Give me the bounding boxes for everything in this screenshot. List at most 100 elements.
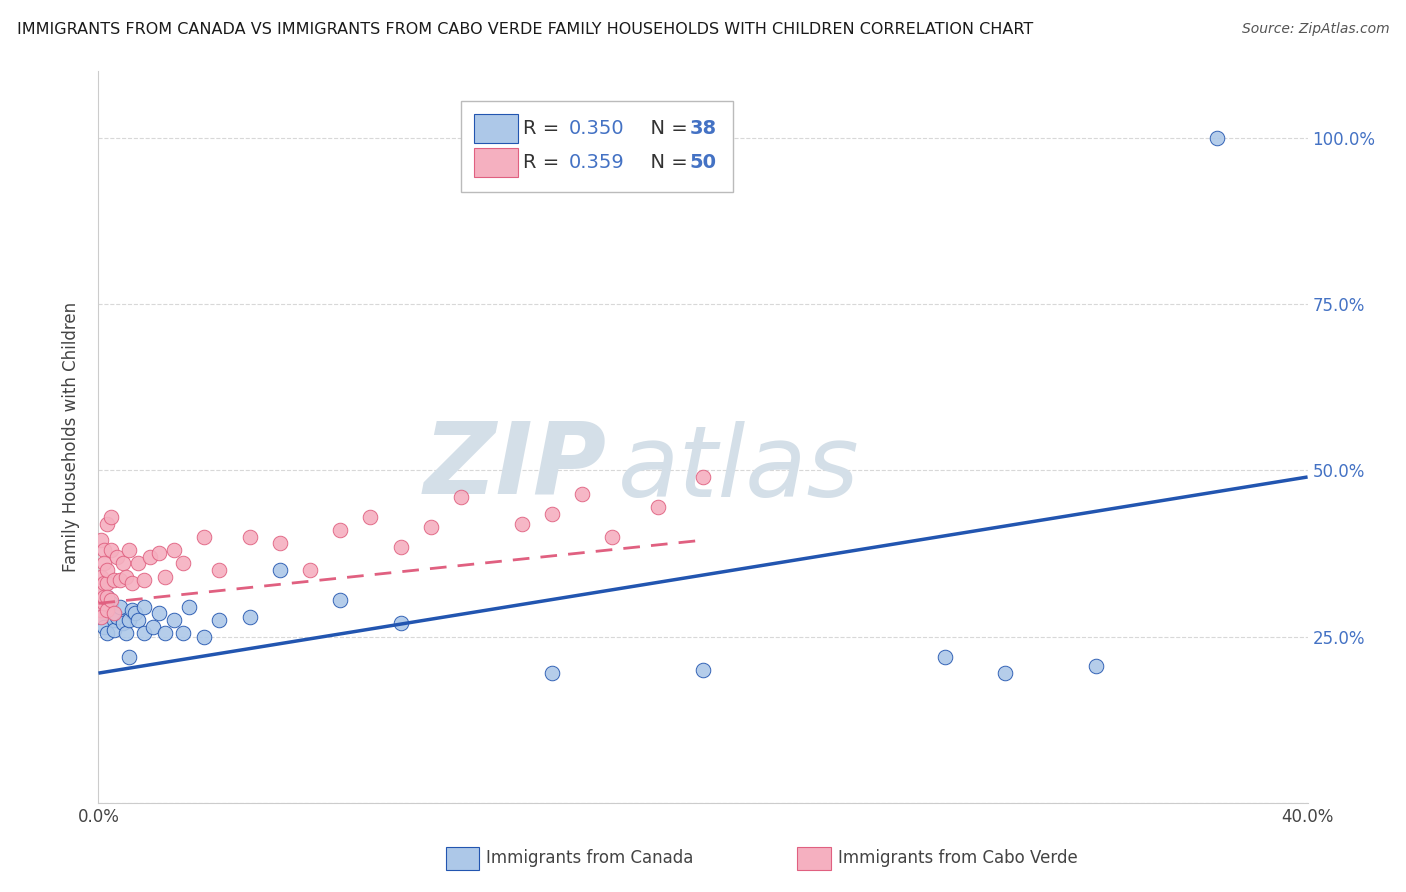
Point [108,573,131,587]
Point [90,593,112,607]
Point [142,619,165,633]
Text: 0.359: 0.359 [569,153,624,172]
Point [108,599,131,614]
Point [934,649,956,664]
Point [93,543,115,558]
Point [90,609,112,624]
Point [93,557,115,571]
Point [540,666,562,681]
Point [153,570,176,584]
Point [114,626,136,640]
Point [163,543,186,558]
Point [103,613,125,627]
Point [1085,659,1108,673]
Point [329,593,352,607]
Point [510,516,533,531]
Point [121,576,143,591]
Point [118,613,141,627]
Point [389,540,412,554]
Point [103,623,125,637]
Point [127,557,149,571]
Point [239,530,262,544]
Text: N =: N = [638,119,693,138]
Point [1206,131,1229,145]
Point [111,557,134,571]
Y-axis label: Family Households with Children: Family Households with Children [62,302,80,572]
Point [93,599,115,614]
Point [299,563,322,577]
Point [90,609,112,624]
Point [172,626,194,640]
Point [692,663,714,677]
Point [93,590,115,604]
Text: ZIP: ZIP [423,417,606,515]
Point [96,626,118,640]
Point [103,573,125,587]
Point [90,570,112,584]
Point [602,530,624,544]
FancyBboxPatch shape [474,114,517,143]
Point [163,613,186,627]
Point [100,509,122,524]
Point [100,543,122,558]
Point [540,507,562,521]
Point [90,586,112,600]
Point [111,616,134,631]
Point [132,599,155,614]
Point [450,490,472,504]
Point [118,543,141,558]
Point [90,603,112,617]
Point [96,590,118,604]
Point [269,563,291,577]
Point [100,596,122,610]
Point [153,626,176,640]
Point [360,509,382,524]
Text: N =: N = [638,153,693,172]
Point [208,563,231,577]
Text: Source: ZipAtlas.com: Source: ZipAtlas.com [1241,22,1389,37]
Point [96,516,118,531]
Point [124,607,146,621]
Point [193,530,215,544]
Text: 0.350: 0.350 [569,119,624,138]
Point [96,563,118,577]
Point [100,593,122,607]
Point [148,607,170,621]
Point [93,619,115,633]
Point [96,576,118,591]
Text: Immigrants from Cabo Verde: Immigrants from Cabo Verde [838,849,1078,867]
Point [994,666,1017,681]
Point [93,576,115,591]
Text: R =: R = [523,119,565,138]
Point [329,523,352,537]
Point [647,500,669,514]
Point [105,549,128,564]
Point [148,546,170,560]
Point [121,603,143,617]
Point [105,609,128,624]
Text: 50: 50 [690,153,717,172]
Text: atlas: atlas [619,422,860,518]
Point [127,613,149,627]
Point [692,470,714,484]
Point [103,607,125,621]
Point [114,570,136,584]
Point [208,613,231,627]
Point [193,630,215,644]
Text: R =: R = [523,153,565,172]
Point [172,557,194,571]
Point [269,536,291,550]
Point [90,593,112,607]
Point [118,649,141,664]
Text: IMMIGRANTS FROM CANADA VS IMMIGRANTS FROM CABO VERDE FAMILY HOUSEHOLDS WITH CHIL: IMMIGRANTS FROM CANADA VS IMMIGRANTS FRO… [17,22,1033,37]
Point [132,573,155,587]
FancyBboxPatch shape [461,101,734,192]
Point [239,609,262,624]
Point [132,626,155,640]
Point [571,486,593,500]
Point [139,549,162,564]
Point [93,596,115,610]
Point [420,520,443,534]
FancyBboxPatch shape [474,148,517,178]
Point [389,616,412,631]
